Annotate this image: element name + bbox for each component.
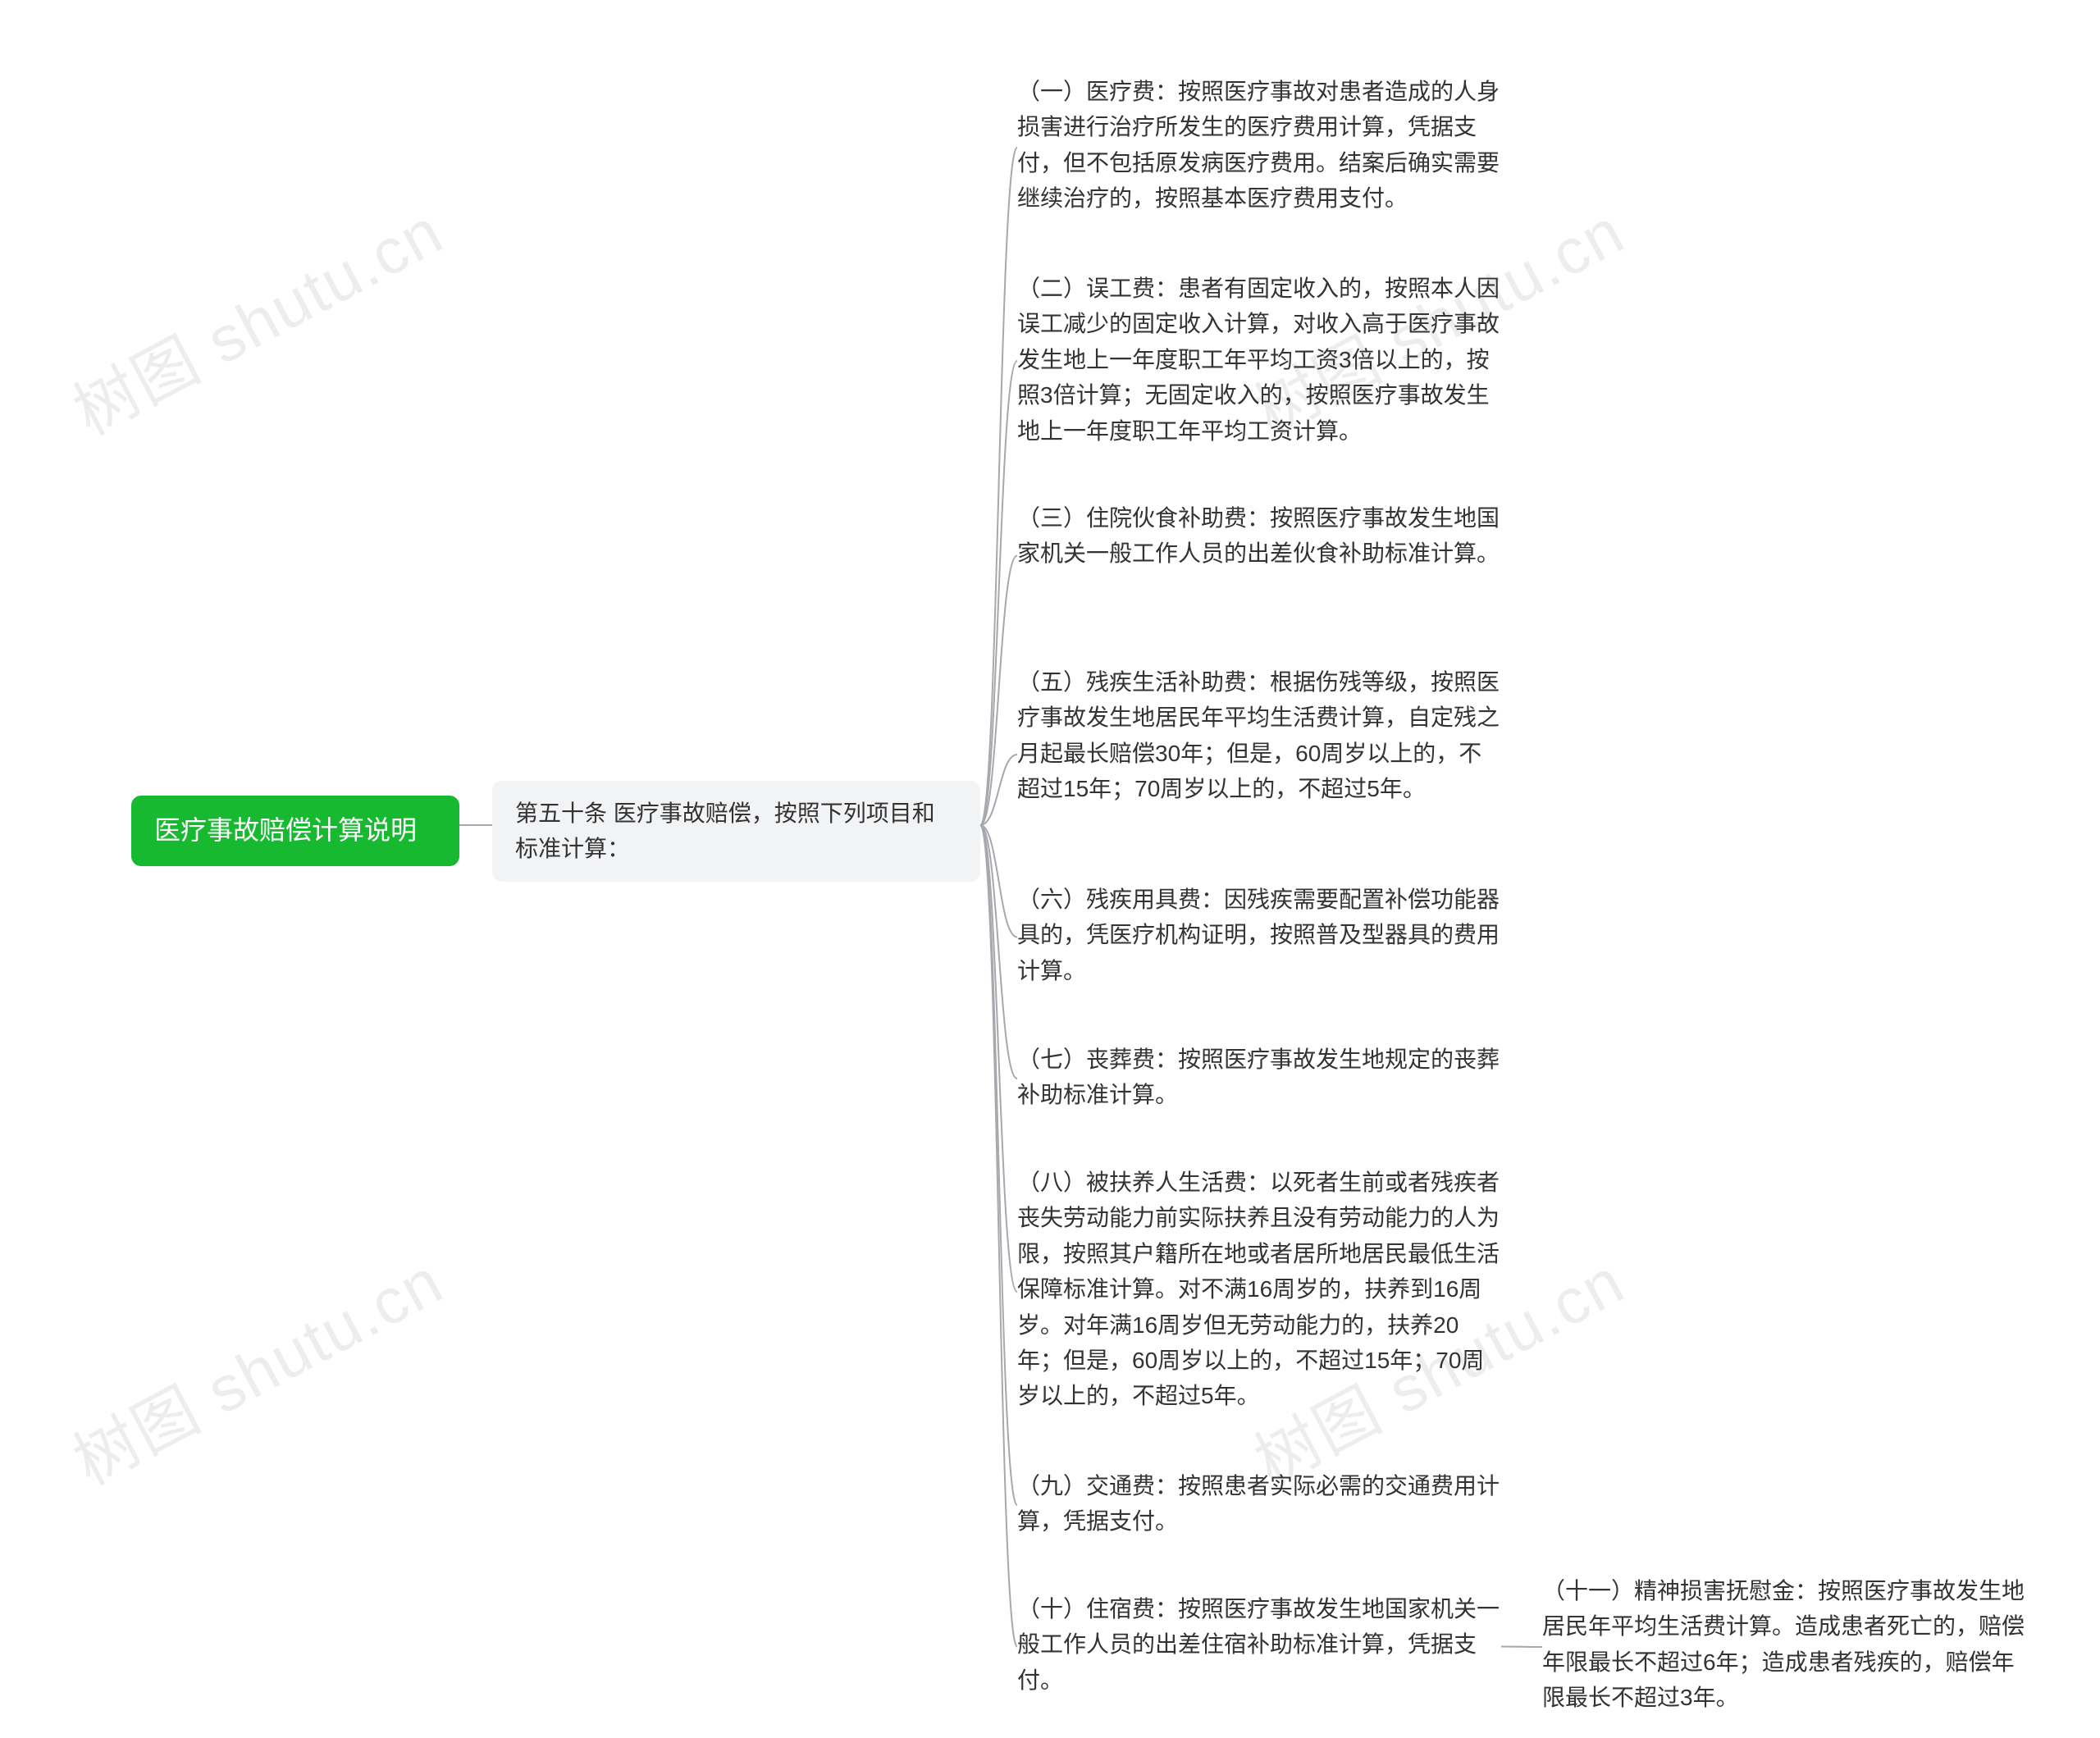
root-node[interactable]: 医疗事故赔偿计算说明 bbox=[131, 796, 459, 866]
leaf-item-2[interactable]: （二）误工费：患者有固定收入的，按照本人因误工减少的固定收入计算，对收入高于医疗… bbox=[1017, 271, 1501, 449]
mindmap-canvas: 树图 shutu.cn 树图 shutu.cn 树图 shutu.cn 树图 s… bbox=[0, 0, 2100, 1738]
watermark: 树图 shutu.cn bbox=[55, 1231, 456, 1503]
watermark: 树图 shutu.cn bbox=[55, 181, 456, 453]
leaf-item-7[interactable]: （七）丧葬费：按照医疗事故发生地规定的丧葬补助标准计算。 bbox=[1017, 1042, 1501, 1113]
leaf-item-8[interactable]: （八）被扶养人生活费：以死者生前或者残疾者丧失劳动能力前实际扶养且没有劳动能力的… bbox=[1017, 1165, 1501, 1414]
branch-node[interactable]: 第五十条 医疗事故赔偿，按照下列项目和标准计算： bbox=[492, 781, 980, 882]
leaf-item-11[interactable]: （十一）精神损害抚慰金：按照医疗事故发生地居民年平均生活费计算。造成患者死亡的，… bbox=[1542, 1573, 2026, 1716]
leaf-item-1[interactable]: （一）医疗费：按照医疗事故对患者造成的人身损害进行治疗所发生的医疗费用计算，凭据… bbox=[1017, 74, 1501, 217]
leaf-item-6[interactable]: （六）残疾用具费：因残疾需要配置补偿功能器具的，凭医疗机构证明，按照普及型器具的… bbox=[1017, 882, 1501, 988]
leaf-item-10[interactable]: （十）住宿费：按照医疗事故发生地国家机关一般工作人员的出差住宿补助标准计算，凭据… bbox=[1017, 1591, 1501, 1698]
leaf-item-3[interactable]: （三）住院伙食补助费：按照医疗事故发生地国家机关一般工作人员的出差伙食补助标准计… bbox=[1017, 500, 1501, 572]
leaf-item-9[interactable]: （九）交通费：按照患者实际必需的交通费用计算，凭据支付。 bbox=[1017, 1468, 1501, 1540]
leaf-item-5[interactable]: （五）残疾生活补助费：根据伤残等级，按照医疗事故发生地居民年平均生活费计算，自定… bbox=[1017, 664, 1501, 807]
